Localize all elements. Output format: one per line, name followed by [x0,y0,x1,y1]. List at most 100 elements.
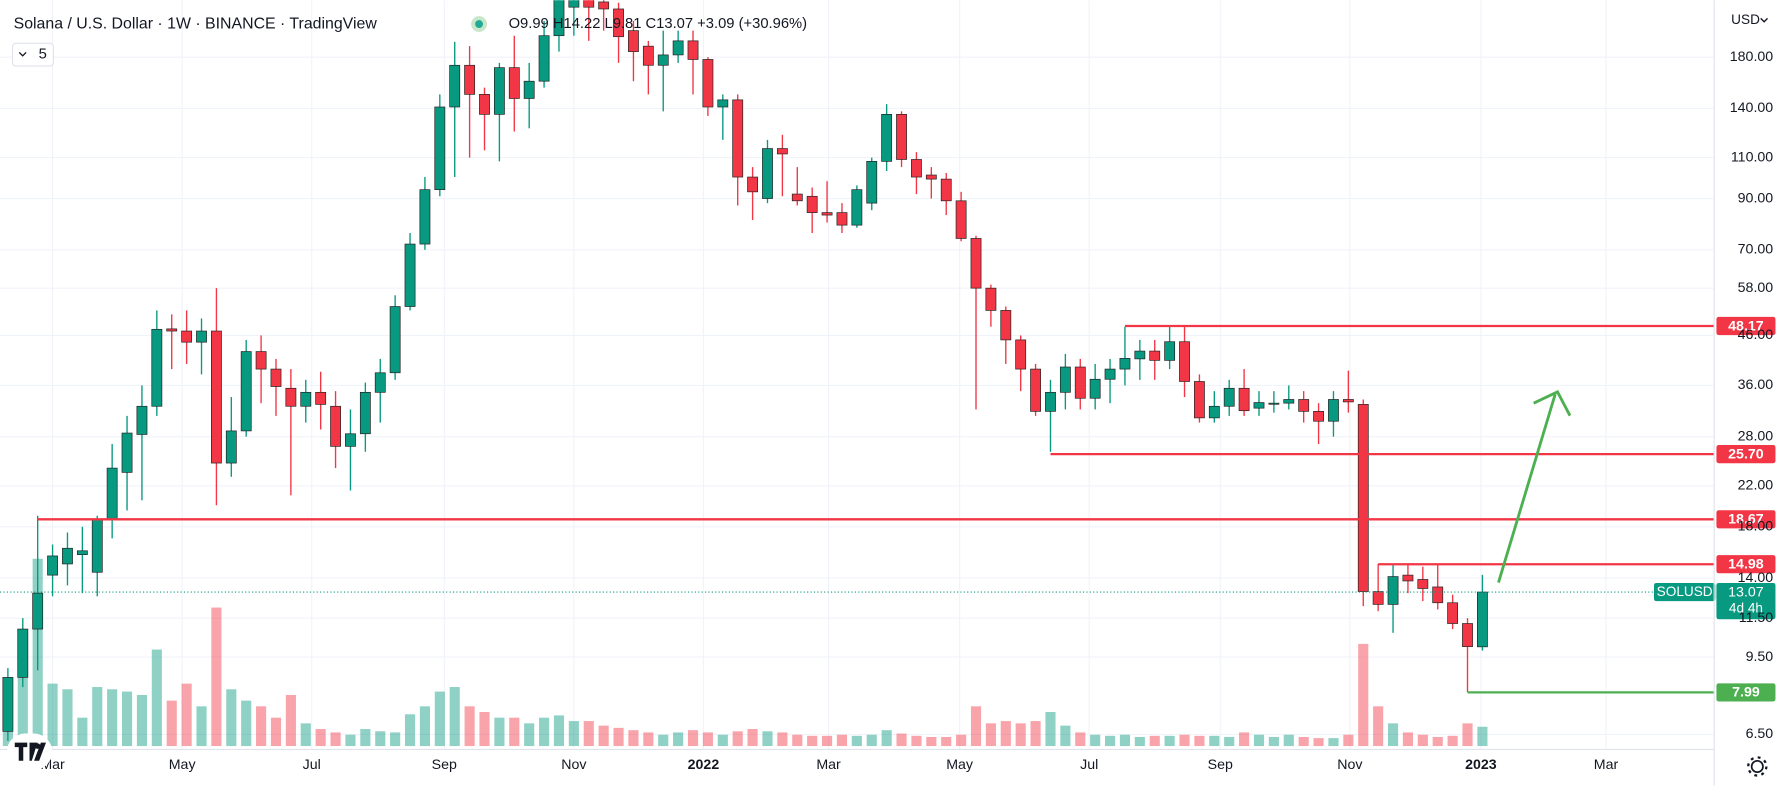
currency-chevron [1760,17,1768,23]
price-pane [2,0,1488,741]
grid [0,0,1715,750]
volume-bar [866,734,877,747]
volume-bar [256,706,267,747]
x-tick-label: Mar [816,757,841,773]
volume-bar [1134,736,1145,747]
volume-bar [762,731,773,747]
volume-bar [419,706,430,747]
axes: 180.00 140.00 110.00 90.00 70.00 58.00 46.00 36… [40,49,1773,773]
candle-body [121,432,133,473]
volume-bar [1104,735,1116,747]
volume-bar [464,706,475,747]
candle-body [166,328,178,332]
volume-bar [270,717,282,747]
candle-body [553,0,565,37]
candle-body [1328,399,1339,422]
candle-body [434,106,446,191]
volume-bar [717,734,728,747]
volume-bar [807,735,818,747]
volume-bar [1373,706,1384,747]
volume-bar [673,732,684,747]
price-tag [1716,582,1776,620]
volume-bar [985,723,996,747]
candle-body [1342,399,1354,403]
volume-bar [1387,723,1399,747]
indicator-toggle[interactable] [11,42,54,67]
symbol-label: SOLUSD [1657,584,1713,599]
volume-bar [1030,721,1041,747]
volume-bar [211,607,222,747]
x-tick-label: Nov [561,757,587,773]
candle-body [2,677,14,732]
logo-mark [14,742,38,761]
y-tick-label: 9.50 [1746,649,1774,665]
candle-body [687,40,699,60]
level-tag [1716,510,1776,529]
candle-body [1119,358,1131,370]
y-tick-label: 6.50 [1746,726,1774,742]
volume-bar [241,700,252,747]
volume-bar [702,732,713,747]
candle-body [1208,405,1220,419]
settings-icon[interactable] [1747,756,1768,777]
candle-body [1298,399,1310,412]
x-tick-label: May [169,757,197,773]
currency-label[interactable]: USD [1731,12,1760,27]
candle-body [1134,350,1146,360]
candle-body [404,243,416,307]
level-label: 14.98 [1728,557,1764,573]
volume-bar [956,734,967,747]
volume-bar [509,717,520,747]
volume-bar [1239,732,1250,747]
candle-body [300,391,312,407]
volume-bar [77,717,88,747]
y-tick-label: 18.00 [1738,519,1774,535]
candle-body [47,555,58,576]
candle-body [836,212,848,226]
candle-body [821,212,833,216]
candle-body [1030,368,1041,412]
candle-body [1015,339,1027,370]
candle-body [17,628,29,678]
volume-bar [1194,735,1205,747]
logo-dot [34,743,41,749]
candle-body [493,67,505,115]
tv-logo [6,733,53,770]
volume-bar [941,736,952,747]
candle-body [1179,341,1190,382]
candle-body [389,306,401,374]
x-tick-label: Nov [1337,757,1363,773]
candle-body [1089,378,1101,399]
x-tick-label: 2022 [688,757,720,773]
candle-body [255,351,267,370]
candle-body [940,178,952,202]
level-label: 18.67 [1728,512,1764,528]
candle-body [1059,366,1071,393]
volume-bar [747,729,758,747]
volume-bar [926,736,937,747]
volume-bar [121,691,133,747]
volume-bar [17,638,28,747]
y-tick-label: 11.50 [1739,610,1774,626]
volume-bar [628,730,639,747]
candle-body [449,64,461,108]
candle-body [702,59,714,108]
candle-body [1372,591,1384,605]
logo-bg [6,733,53,770]
candle-body [1223,387,1235,407]
chevron [18,51,27,57]
candle-body [1268,402,1280,405]
candle-body [1313,411,1324,422]
volume-bar [687,730,699,747]
volume-bar [434,691,445,747]
candle-body [911,159,922,178]
volume-bar [1298,736,1309,747]
y-tick-label: 70.00 [1738,242,1774,258]
candle-body [106,467,118,521]
volume-bar [1402,732,1414,747]
candle-body [732,99,744,178]
volume-bar [360,729,371,747]
candle-body [1357,404,1369,592]
level-label: 25.70 [1728,446,1764,462]
